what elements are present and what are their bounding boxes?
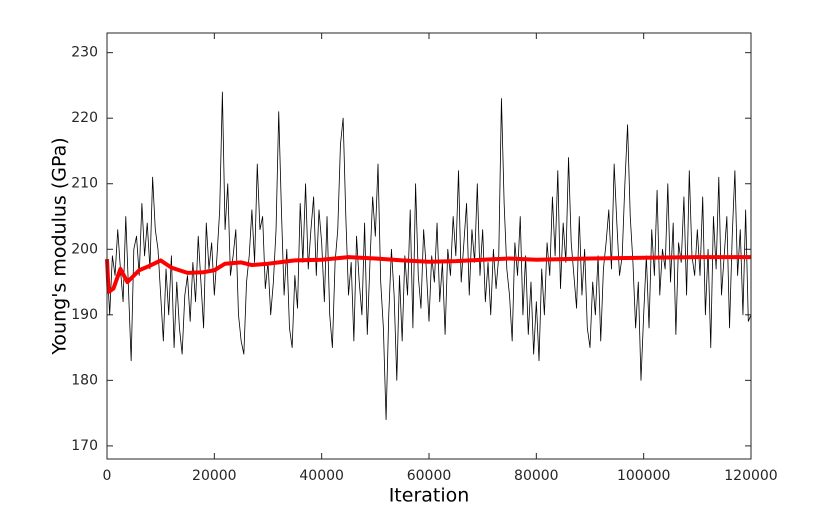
y-tick-label: 200 <box>71 241 98 257</box>
x-tick-label: 100000 <box>617 468 670 484</box>
y-tick-label: 170 <box>71 438 98 454</box>
x-tick-label: 20000 <box>192 468 237 484</box>
y-tick-label: 220 <box>71 110 98 126</box>
x-tick-label: 0 <box>103 468 112 484</box>
y-tick-label: 180 <box>71 372 98 388</box>
x-tick-label: 40000 <box>299 468 344 484</box>
trace-line <box>106 91 752 421</box>
plot-frame <box>106 32 752 460</box>
trace-line <box>105 255 751 294</box>
x-axis-label: Iteration <box>389 485 470 507</box>
x-tick-label: 120000 <box>724 468 777 484</box>
y-tick-label: 190 <box>71 307 98 323</box>
y-tick-label: 210 <box>71 176 98 192</box>
y-axis-label: Young's modulus (GPa) <box>49 137 71 355</box>
y-tick-label: 230 <box>71 45 98 61</box>
x-tick-label: 80000 <box>514 468 559 484</box>
x-tick-label: 60000 <box>407 468 452 484</box>
